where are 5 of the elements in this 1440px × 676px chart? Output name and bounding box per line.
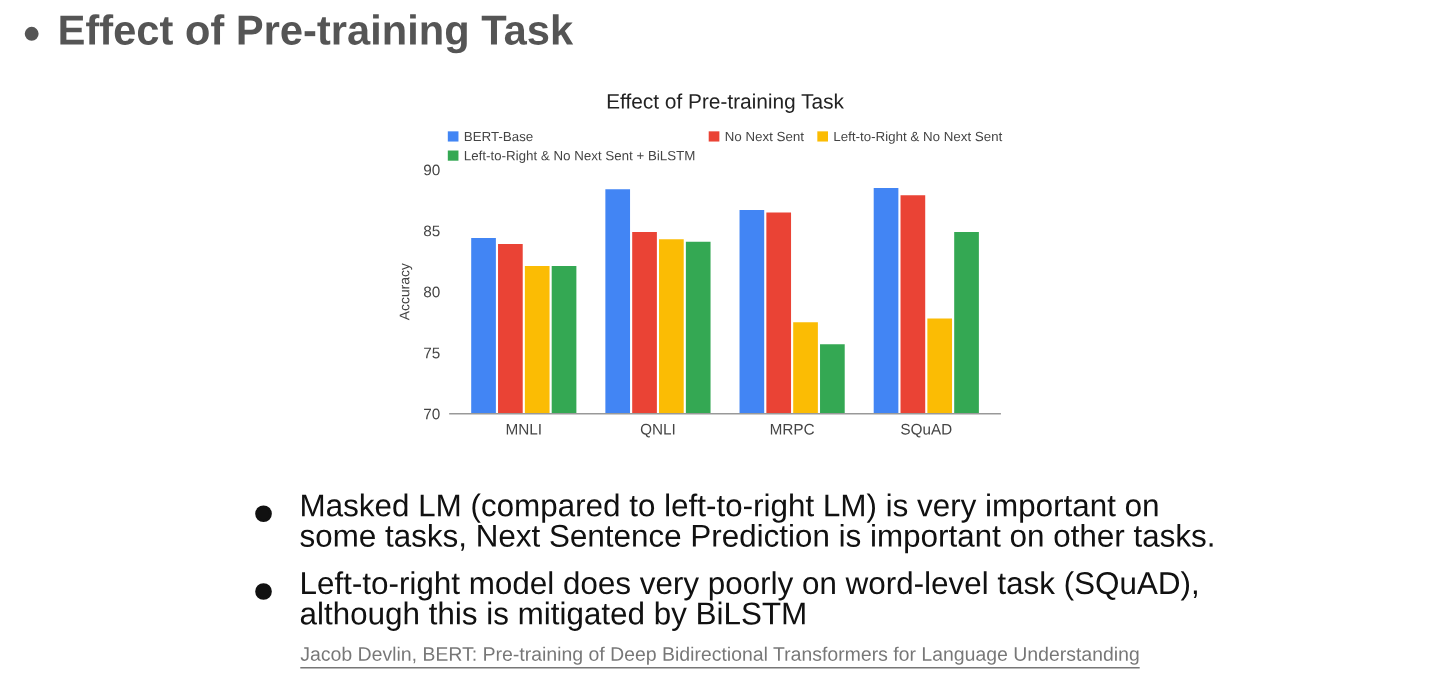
chart-title: Effect of Pre-training Task <box>607 93 844 113</box>
text: Masked LM (compared to left-to-right LM) is very important on some tasks, Next Sentence Prediction is important on other tasks. <box>300 493 1213 554</box>
text: Effect of Pre-training Task <box>60 14 574 54</box>
text: Left-to-right model does very poorly on word-level task (SQuAD), although this is mitigated by BiLSTM <box>300 571 1197 631</box>
text: Jacob Devlin, BERT: Pre-training of Deep Bidirectional Transformers for Language Understanding <box>300 646 1139 665</box>
